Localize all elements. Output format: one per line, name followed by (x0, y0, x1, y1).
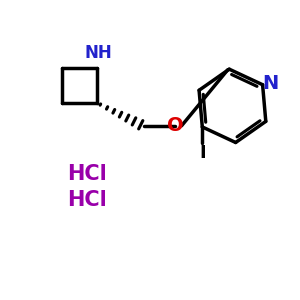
Text: HCl: HCl (68, 164, 107, 184)
Text: HCl: HCl (68, 190, 107, 210)
Text: N: N (263, 74, 279, 93)
Text: NH: NH (85, 44, 112, 62)
Text: O: O (167, 116, 184, 135)
Text: I: I (199, 144, 206, 162)
